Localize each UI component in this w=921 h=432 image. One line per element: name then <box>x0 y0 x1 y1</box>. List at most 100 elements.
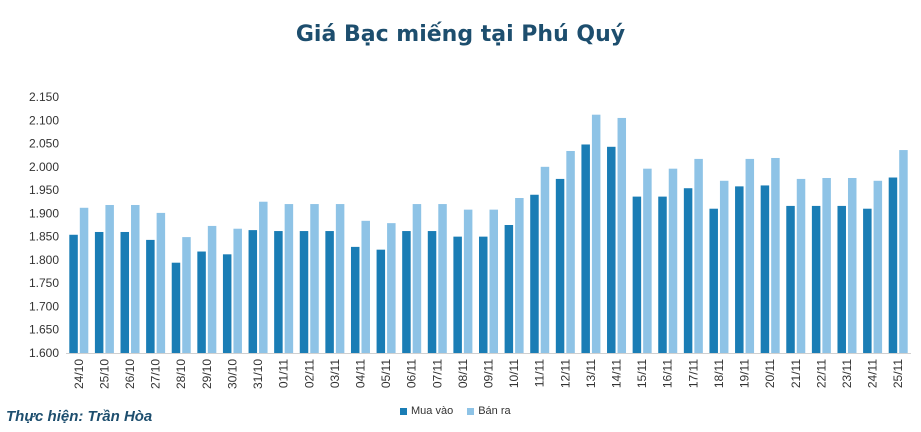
x-tick-label: 15/11 <box>635 359 649 388</box>
bar-ban-ra-24-10 <box>79 207 89 353</box>
bar-ban-ra-05-11 <box>387 223 396 353</box>
x-tick-label: 06/11 <box>405 359 419 388</box>
x-tick-label: 09/11 <box>482 359 496 388</box>
bar-ban-ra-18-11 <box>719 180 729 353</box>
bar-ban-ra-01-11 <box>284 204 294 353</box>
x-tick-label: 13/11 <box>584 359 598 388</box>
x-tick-label: 25/11 <box>891 359 905 388</box>
bar-mua-vao-26-10 <box>120 231 130 353</box>
bar-ban-ra-31-10 <box>259 201 268 353</box>
bar-mua-vao-19-11 <box>735 186 744 353</box>
x-tick-label: 27/10 <box>149 359 163 389</box>
bar-mua-vao-31-10 <box>248 230 258 353</box>
bar-ban-ra-16-11 <box>668 168 678 353</box>
bar-ban-ra-07-11 <box>438 204 447 353</box>
bar-ban-ra-03-11 <box>335 204 345 353</box>
bar-ban-ra-21-11 <box>796 178 806 353</box>
y-tick-label: 1.750 <box>29 276 59 290</box>
bar-mua-vao-08-11 <box>453 236 462 353</box>
bar-mua-vao-12-11 <box>555 178 565 353</box>
legend: Mua vào Bán ra <box>400 405 511 417</box>
x-tick-label: 02/11 <box>302 359 316 388</box>
x-tick-label: 04/11 <box>353 359 367 388</box>
bar-ban-ra-29-10 <box>207 225 217 353</box>
bar-ban-ra-19-11 <box>745 158 755 353</box>
bar-ban-ra-30-10 <box>233 228 242 353</box>
x-tick-label: 31/10 <box>251 359 265 389</box>
y-tick-label: 2.000 <box>29 160 59 174</box>
x-tick-label: 21/11 <box>789 359 803 388</box>
x-tick-label: 23/11 <box>840 359 854 388</box>
bar-mua-vao-07-11 <box>427 231 437 353</box>
x-tick-label: 24/10 <box>72 359 86 389</box>
x-tick-label: 03/11 <box>328 359 342 388</box>
x-tick-label: 14/11 <box>610 359 624 388</box>
bar-mua-vao-23-11 <box>837 205 846 353</box>
bar-ban-ra-24-11 <box>873 180 883 353</box>
y-tick-label: 1.600 <box>29 346 59 360</box>
y-tick-label: 2.100 <box>29 113 59 127</box>
bar-ban-ra-06-11 <box>412 204 422 353</box>
bar-ban-ra-22-11 <box>822 177 831 353</box>
bar-mua-vao-20-11 <box>760 185 770 353</box>
bar-mua-vao-13-11 <box>581 144 590 353</box>
legend-label-ban-ra: Bán ra <box>478 405 511 417</box>
legend-item-ban-ra: Bán ra <box>467 405 511 417</box>
x-tick-label: 10/11 <box>507 359 521 388</box>
legend-swatch-ban-ra <box>467 407 475 415</box>
bar-mua-vao-24-11 <box>863 208 872 353</box>
bar-mua-vao-01-11 <box>274 231 283 353</box>
bar-ban-ra-27-10 <box>156 212 166 353</box>
x-tick-label: 28/10 <box>174 359 188 389</box>
bar-ban-ra-23-11 <box>847 177 857 353</box>
bar-ban-ra-13-11 <box>591 114 601 353</box>
y-tick-label: 1.700 <box>29 299 59 313</box>
x-tick-label: 12/11 <box>558 359 572 388</box>
bar-mua-vao-03-11 <box>325 231 334 353</box>
bar-mua-vao-21-11 <box>786 205 795 353</box>
x-tick-label: 24/11 <box>866 359 880 388</box>
bar-ban-ra-10-11 <box>515 198 524 353</box>
bar-mua-vao-28-10 <box>171 262 181 353</box>
bar-mua-vao-30-10 <box>222 254 232 353</box>
x-tick-label: 01/11 <box>277 359 291 388</box>
bar-mua-vao-22-11 <box>811 205 821 353</box>
x-tick-label: 07/11 <box>430 359 444 388</box>
legend-swatch-mua-vao <box>400 407 407 415</box>
bar-ban-ra-11-11 <box>540 166 550 353</box>
x-tick-label: 19/11 <box>738 359 752 388</box>
bar-ban-ra-26-10 <box>131 204 140 353</box>
bar-mua-vao-29-10 <box>197 251 206 353</box>
bar-mua-vao-16-11 <box>658 196 667 353</box>
x-tick-label: 22/11 <box>814 359 828 388</box>
bar-ban-ra-25-11 <box>899 150 908 353</box>
x-tick-label: 26/10 <box>123 359 137 389</box>
x-tick-label: 25/10 <box>97 359 111 389</box>
bar-ban-ra-17-11 <box>694 158 703 353</box>
legend-label-mua-vao: Mua vào <box>411 405 454 417</box>
x-tick-label: 16/11 <box>661 359 675 388</box>
y-axis: 1.600 1.650 1.700 1.750 1.800 1.850 1.900 1.950… <box>29 90 59 360</box>
bar-ban-ra-28-10 <box>182 237 191 353</box>
bar-mua-vao-06-11 <box>402 231 411 353</box>
bar-mua-vao-25-11 <box>888 177 898 353</box>
bar-mua-vao-10-11 <box>504 225 514 353</box>
bar-ban-ra-08-11 <box>463 209 473 353</box>
x-tick-label: 11/11 <box>533 359 547 388</box>
y-tick-label: 1.800 <box>29 253 59 267</box>
bar-ban-ra-15-11 <box>643 168 652 353</box>
bar-mua-vao-18-11 <box>709 208 718 353</box>
bar-mua-vao-11-11 <box>530 194 539 353</box>
bar-ban-ra-20-11 <box>771 157 780 353</box>
y-tick-label: 1.650 <box>29 323 59 337</box>
y-tick-label: 2.050 <box>29 137 59 151</box>
y-tick-label: 1.950 <box>29 183 59 197</box>
bar-ban-ra-12-11 <box>566 150 575 353</box>
x-tick-label: 18/11 <box>712 359 726 388</box>
bar-mua-vao-02-11 <box>299 231 309 353</box>
bar-mua-vao-05-11 <box>376 249 386 353</box>
bar-ban-ra-02-11 <box>310 204 319 353</box>
author-credit: Thực hiện: Trần Hòa <box>6 408 153 425</box>
bar-mua-vao-24-10 <box>69 234 78 353</box>
